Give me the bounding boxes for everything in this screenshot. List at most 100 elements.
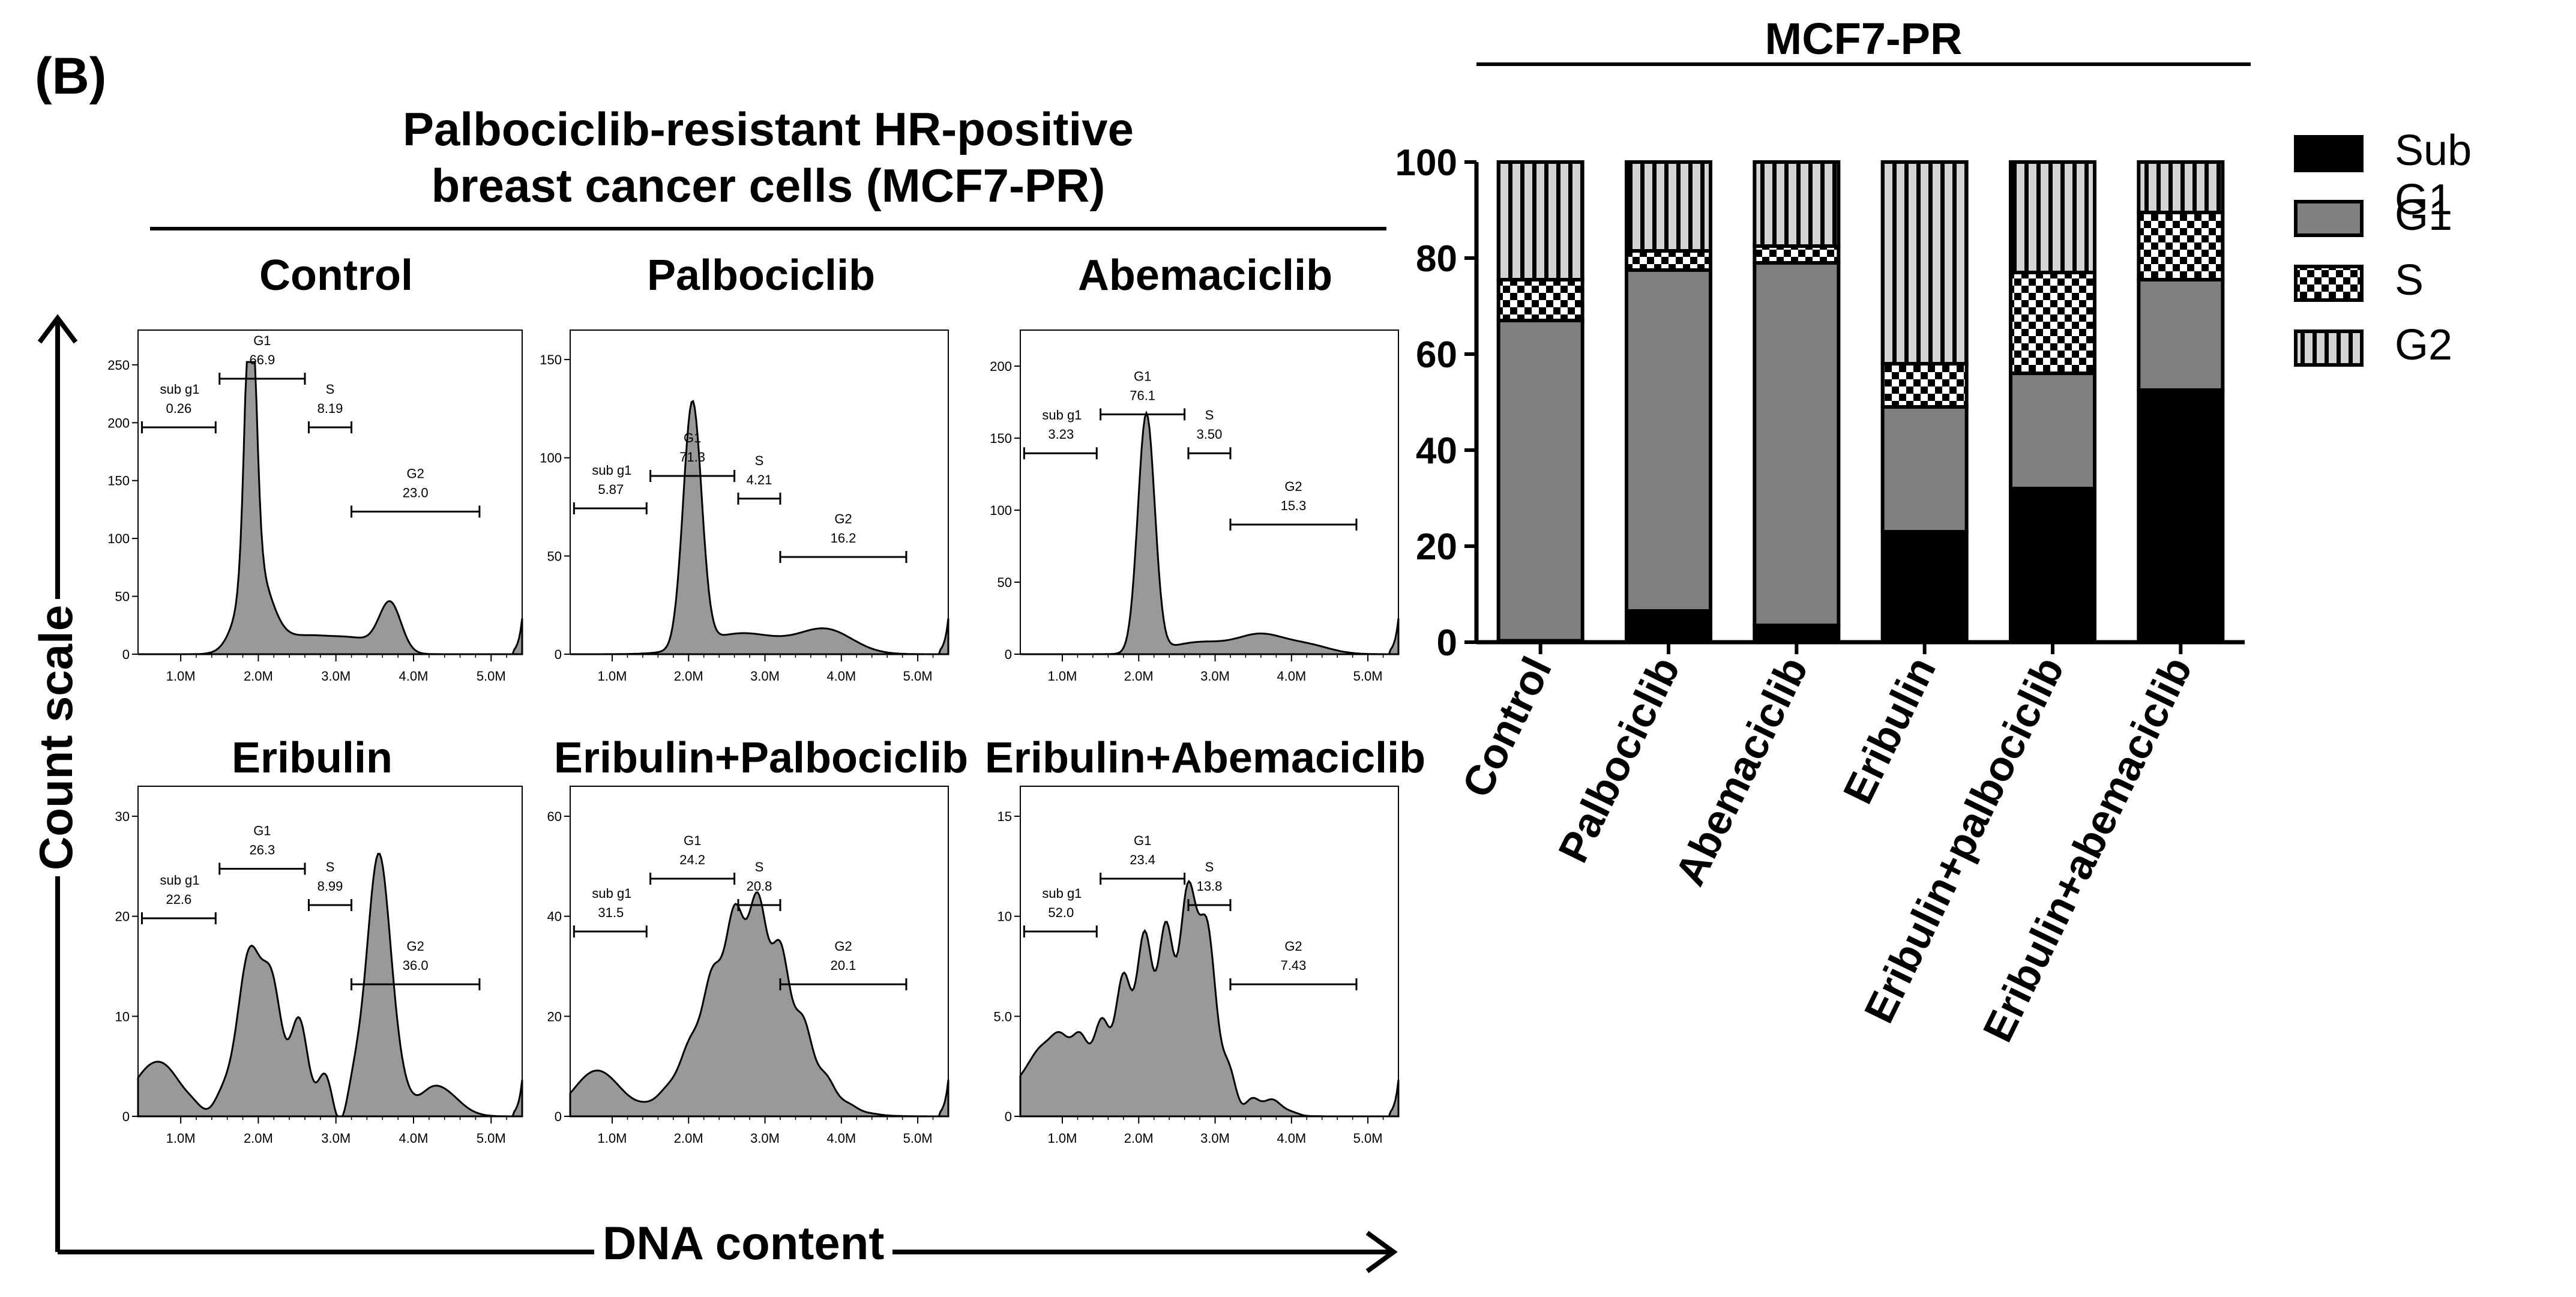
x-tick-label: 2.0M xyxy=(1124,669,1154,684)
histogram-area xyxy=(570,400,949,655)
histogram-area xyxy=(137,852,523,1118)
y-tick-label: 250 xyxy=(107,358,130,373)
x-tick-label: 3.0M xyxy=(1200,669,1230,684)
x-tick-label: 3.0M xyxy=(321,669,351,684)
bar-g1 xyxy=(1496,319,1584,643)
gate-sub-name: sub g1 xyxy=(592,463,631,478)
gate-s-name: S xyxy=(326,382,335,397)
gate-sub-value: 0.26 xyxy=(166,401,191,416)
gate-g2-value: 15.3 xyxy=(1281,498,1307,513)
y-tick-label: 150 xyxy=(540,352,562,367)
gate-s-value: 13.8 xyxy=(1197,879,1223,894)
legend-label-g1: G1 xyxy=(2395,191,2453,239)
gate-s-name: S xyxy=(1205,408,1214,423)
gate-g2-name: G2 xyxy=(1284,479,1302,494)
gate-s-value: 3.50 xyxy=(1197,427,1223,442)
y-tick-label: 200 xyxy=(990,359,1012,374)
left-figure-title: Palbociclib-resistant HR-positive breast… xyxy=(150,101,1386,214)
gate-s-name: S xyxy=(1205,859,1214,874)
bar-subg1 xyxy=(1625,609,1712,644)
x-axis-arrow-head xyxy=(1365,1230,1398,1274)
histogram-area xyxy=(1020,411,1400,655)
y-tick-label: 150 xyxy=(107,474,130,489)
y-axis-label: Count scale xyxy=(29,598,83,876)
y-tick-label: 60 xyxy=(547,809,562,824)
bar-s xyxy=(1625,249,1712,272)
y-tick-label: 50 xyxy=(547,549,562,564)
gate-s-name: S xyxy=(755,859,764,874)
bar-g2 xyxy=(1880,160,1969,366)
gate-s-value: 20.8 xyxy=(747,879,772,894)
bar-g2 xyxy=(2137,160,2225,214)
gate-sub-name: sub g1 xyxy=(160,873,199,888)
bar-s xyxy=(2009,271,2096,375)
y-tick-label: 0 xyxy=(122,647,130,662)
y-tick-label: 150 xyxy=(990,431,1012,446)
bar-g2 xyxy=(1753,160,1841,248)
x-tick-label: 1.0M xyxy=(1048,669,1077,684)
gate-g2-name: G2 xyxy=(407,939,424,954)
y-tick-label: 50 xyxy=(115,589,130,604)
panel-label: (B) xyxy=(35,47,107,105)
y-tick-label: 40 xyxy=(547,909,562,924)
y-tick-label: 0 xyxy=(555,647,562,662)
x-tick-label: 3.0M xyxy=(1200,1131,1230,1146)
x-tick-label: 1.0M xyxy=(598,669,627,684)
x-tick-label: 4.0M xyxy=(1277,1131,1306,1146)
x-tick-label: 3.0M xyxy=(750,669,780,684)
x-tick-label: 5.0M xyxy=(1353,1131,1383,1146)
gate-sub-name: sub g1 xyxy=(1042,408,1082,423)
x-tick-label: 3.0M xyxy=(750,1131,780,1146)
hist-title-eribulin-abemaciclib: Eribulin+Abemaciclib xyxy=(984,734,1426,782)
legend-swatch-g2 xyxy=(2294,330,2364,367)
bar-g1 xyxy=(2137,278,2225,392)
gate-g1-value: 76.1 xyxy=(1130,388,1155,403)
x-category-label: Palbociclib xyxy=(1549,649,1688,869)
bar-g2 xyxy=(1496,160,1584,281)
legend-swatch-g1 xyxy=(2294,200,2364,237)
bar-g1 xyxy=(1625,268,1712,613)
x-category-label: Abemaciclib xyxy=(1666,649,1817,892)
histogram-eribulin: 0 10 20 30 1.0M 2.0M 3.0M 4.0M 5.0M sub g1 22.6 G1 2… xyxy=(115,786,523,1146)
y-tick-label: 200 xyxy=(107,415,130,430)
x-tick-label: 1.0M xyxy=(166,1131,196,1146)
y-tick-label: 100 xyxy=(1395,142,1457,184)
y-axis-arrow-head xyxy=(37,314,78,344)
x-tick-label: 2.0M xyxy=(1124,1131,1154,1146)
x-tick-label: 5.0M xyxy=(477,669,506,684)
bar-g1 xyxy=(1753,261,1841,627)
gate-g2-name: G2 xyxy=(407,466,424,481)
y-tick-label: 100 xyxy=(540,451,562,466)
x-tick-label: 2.0M xyxy=(674,669,703,684)
y-tick-label: 0 xyxy=(1005,647,1012,662)
gate-s-value: 8.19 xyxy=(317,401,343,416)
y-tick-label: 15 xyxy=(998,809,1012,824)
histogram-area xyxy=(569,891,949,1118)
bar-g2 xyxy=(1625,160,1712,253)
bar-subg1 xyxy=(2137,388,2225,644)
x-tick-label: 2.0M xyxy=(674,1131,703,1146)
gate-g1-value: 26.3 xyxy=(249,843,275,858)
y-tick-label: 0 xyxy=(1005,1109,1012,1124)
gate-s-value: 4.21 xyxy=(747,472,772,487)
y-tick-label: 100 xyxy=(107,531,130,546)
gate-g2-value: 36.0 xyxy=(403,958,429,973)
legend-label-subg1: Sub G1 xyxy=(2395,127,2472,224)
stacked-bar-chart: 0 20 40 60 80 100 ControlPalbociclibAbemacicli… xyxy=(1395,142,2245,1049)
y-tick-label: 10 xyxy=(998,909,1012,924)
left-title-rule xyxy=(150,227,1386,230)
gate-sub-value: 3.23 xyxy=(1048,427,1074,442)
gate-g1-value: 71.3 xyxy=(679,450,705,465)
histogram-control: 0 50 100 150 200 250 1.0M 2.0M 3.0M 4.0M 5.0M sub g… xyxy=(107,330,523,684)
gate-sub-value: 5.87 xyxy=(598,482,624,497)
x-tick-label: 4.0M xyxy=(1277,669,1306,684)
x-tick-label: 2.0M xyxy=(244,669,273,684)
gate-g2-value: 16.2 xyxy=(831,531,856,546)
gate-s-name: S xyxy=(755,453,764,468)
gate-g1-name: G1 xyxy=(1134,833,1151,848)
y-tick-label: 0 xyxy=(1437,622,1457,664)
bar-g2 xyxy=(2009,160,2096,274)
bar-s xyxy=(1880,362,1969,409)
gate-sub-value: 22.6 xyxy=(166,892,191,907)
gate-sub-name: sub g1 xyxy=(160,382,199,397)
